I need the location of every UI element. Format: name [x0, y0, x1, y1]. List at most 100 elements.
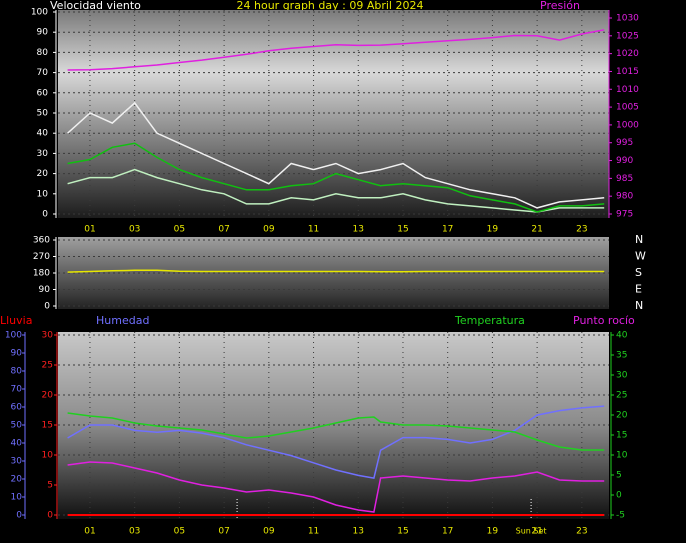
y3-tick-label: 10 — [42, 451, 54, 461]
series-label: Lluvia — [0, 314, 32, 327]
y2-tick-label: N — [635, 299, 643, 312]
x-tick-label: 07 — [218, 225, 229, 235]
series-line — [67, 269, 605, 273]
y-tick-label: 100 — [31, 8, 48, 18]
plot-area — [58, 10, 609, 218]
x-tick-label: 13 — [353, 225, 364, 235]
y-tick-label: 40 — [37, 129, 49, 139]
y-tick-label: 100 — [5, 331, 22, 341]
y-tick-label: 90 — [11, 349, 23, 359]
y-tick-label: 20 — [37, 169, 49, 179]
y2-tick-label: 0 — [616, 491, 622, 501]
series-line — [67, 461, 605, 513]
y-tick-label: 80 — [37, 48, 49, 58]
series-line — [67, 412, 605, 451]
y2-tick-label: N — [635, 233, 643, 246]
y-tick-label: 20 — [11, 475, 23, 485]
y-tick-label: 50 — [11, 421, 23, 431]
y2-tick-label: 10 — [616, 451, 628, 461]
x-tick-label: 11 — [308, 527, 319, 537]
x-tick-label: 17 — [442, 225, 453, 235]
y2-tick-label: 20 — [616, 411, 628, 421]
y-tick-label: 0 — [44, 302, 50, 312]
y2-tick-label: 25 — [616, 391, 627, 401]
y3-tick-label: 30 — [42, 331, 54, 341]
y-tick-label: 60 — [37, 88, 49, 98]
x-tick-label: 15 — [397, 527, 408, 537]
y-tick-label: 30 — [11, 457, 23, 467]
y-tick-label: 60 — [11, 403, 23, 413]
x-tick-label: 23 — [576, 527, 587, 537]
y2-tick-label: 30 — [616, 371, 628, 381]
y-tick-label: 0 — [42, 210, 48, 220]
y-tick-label: 40 — [11, 439, 23, 449]
y3-tick-label: 20 — [42, 391, 54, 401]
y-axis-label: Velocidad viento — [50, 0, 141, 12]
y2-tick-label: 1030 — [616, 14, 639, 24]
x-tick-label: 05 — [174, 225, 185, 235]
x-tick-label: 21 — [531, 527, 542, 537]
x-tick-label: 03 — [129, 527, 140, 537]
series-label: Temperatura — [454, 314, 525, 327]
x-tick-label: 09 — [263, 225, 275, 235]
y2-tick-label: 990 — [616, 156, 633, 166]
series-line — [67, 168, 605, 213]
y3-tick-label: 25 — [42, 361, 53, 371]
y2-tick-label: 995 — [616, 138, 633, 148]
x-tick-label: 15 — [397, 225, 408, 235]
y2-tick-label: 1015 — [616, 67, 639, 77]
y2-tick-label: 985 — [616, 174, 633, 184]
series-label: Punto rocío — [573, 314, 635, 327]
y2-tick-label: 40 — [616, 331, 628, 341]
x-tick-label: 07 — [218, 527, 229, 537]
series-line — [67, 29, 605, 71]
y2-tick-label: E — [635, 283, 642, 296]
y-tick-label: 80 — [11, 367, 23, 377]
y2-tick-label: 1005 — [616, 103, 639, 113]
x-tick-label: 09 — [263, 527, 275, 537]
y2-tick-label: 975 — [616, 210, 633, 220]
x-tick-label: 19 — [487, 225, 499, 235]
y3-tick-label: 15 — [42, 421, 53, 431]
y2-tick-label: 5 — [616, 471, 622, 481]
x-tick-label: 23 — [576, 225, 587, 235]
y-tick-label: 10 — [11, 493, 23, 503]
y-tick-label: 360 — [33, 236, 50, 246]
y2-tick-label: 35 — [616, 351, 627, 361]
y-tick-label: 70 — [37, 68, 49, 78]
series-line — [67, 142, 605, 213]
series-label: Presión — [540, 0, 580, 12]
y2-tick-label: 1020 — [616, 49, 639, 59]
x-tick-label: 19 — [487, 527, 499, 537]
y3-tick-label: 0 — [47, 511, 53, 521]
y-tick-label: 30 — [37, 149, 49, 159]
x-tick-label: 01 — [84, 527, 95, 537]
series-label: Humedad — [96, 314, 149, 327]
y-tick-label: 270 — [33, 252, 50, 262]
y-tick-label: 0 — [16, 511, 22, 521]
y2-tick-label: W — [635, 250, 646, 263]
y-tick-label: 10 — [37, 189, 49, 199]
y-tick-label: 90 — [39, 285, 51, 295]
y2-tick-label: 15 — [616, 431, 627, 441]
sun-label: Sun Set — [516, 527, 547, 536]
x-tick-label: 03 — [129, 225, 140, 235]
y2-tick-label: 1000 — [616, 120, 639, 130]
y-tick-label: 90 — [37, 28, 49, 38]
y-tick-label: 70 — [11, 385, 23, 395]
x-tick-label: 05 — [174, 527, 185, 537]
y-tick-label: 50 — [37, 109, 49, 119]
x-tick-label: 01 — [84, 225, 95, 235]
chart-title: 24 hour graph day : 09 Abril 2024 — [237, 0, 424, 12]
y3-tick-label: 5 — [47, 481, 53, 491]
y2-tick-label: 1025 — [616, 31, 639, 41]
x-tick-label: 21 — [531, 225, 542, 235]
x-tick-label: 11 — [308, 225, 319, 235]
y2-tick-label: -5 — [616, 511, 625, 521]
x-tick-label: 13 — [353, 527, 364, 537]
y-tick-label: 180 — [33, 269, 50, 279]
x-tick-label: 17 — [442, 527, 453, 537]
y2-tick-label: 980 — [616, 192, 633, 202]
